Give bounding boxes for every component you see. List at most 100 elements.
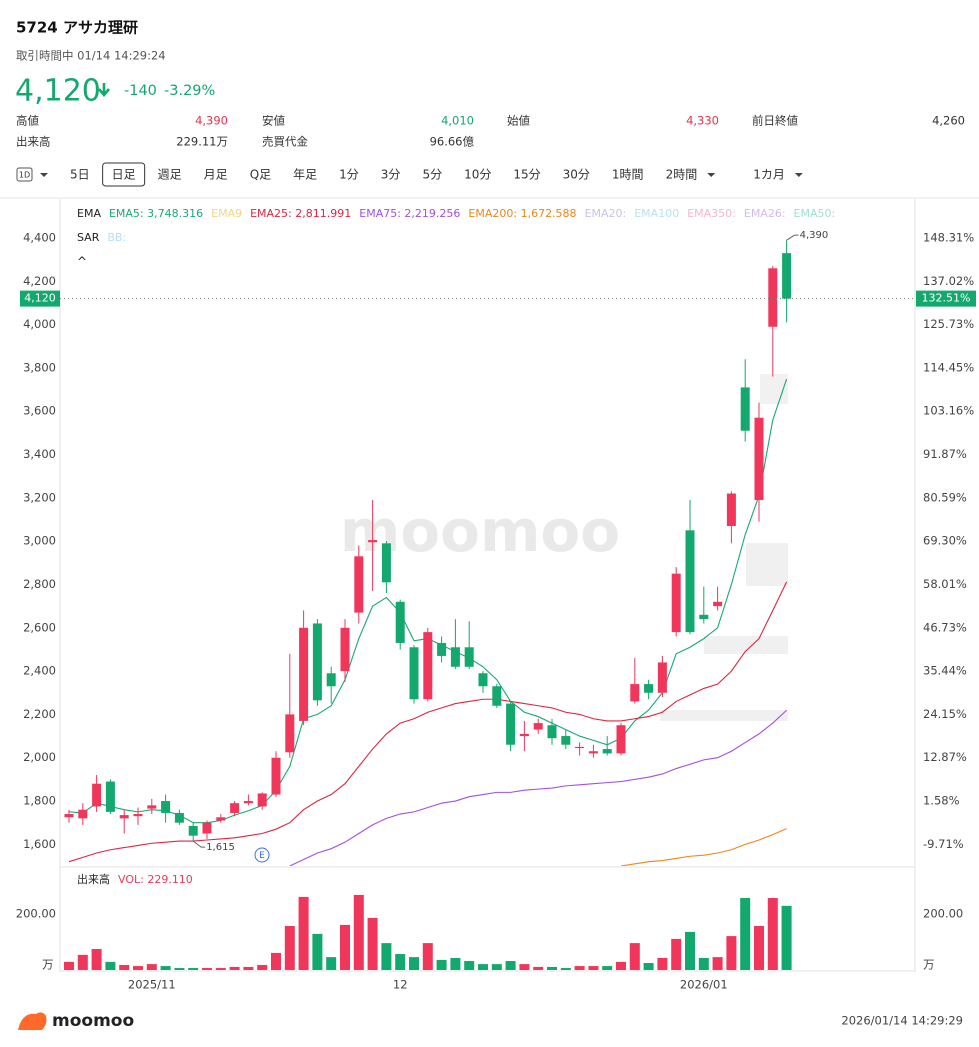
candle-body [285,714,295,753]
high-label: 4,390 [800,230,829,241]
price-tag-label: 4,120 [24,292,56,305]
legend-item[interactable]: EMA5: 3,748.316 [109,207,203,220]
tab[interactable]: 10分 [464,168,491,182]
volume-bar [64,961,74,970]
y-tick-label: 2,000 [23,750,56,764]
y2-tick-label: 114.45% [923,360,974,374]
y-tick-label: 3,200 [23,490,56,504]
tab[interactable]: Q足 [250,168,271,182]
candle-body [119,815,129,819]
volume-bar [754,926,764,970]
candle-body [340,627,350,672]
tab[interactable]: 2時間 [666,168,698,182]
dropdown-caret [707,173,716,177]
legend-item[interactable]: EMA75: 2,219.256 [359,207,460,220]
volume-bar [243,966,254,970]
pct-tag [916,290,976,307]
tab[interactable]: 1分 [339,168,359,182]
volume-bar [133,966,143,970]
legend-item[interactable]: EMA350: [687,207,736,220]
candle-body [588,751,598,754]
stock-title: 5724 アサカ理研 [16,19,138,37]
volume-bar [588,966,599,970]
dropdown-caret [40,173,48,177]
stat-label: 前日終値 [752,114,798,128]
candle-body [368,540,378,543]
stat-value: 4,010 [441,114,474,128]
volume-bar [188,968,199,970]
candle-body [506,703,516,745]
tab[interactable]: 年足 [293,168,317,182]
tab[interactable]: 5分 [422,168,442,182]
tab[interactable]: 日足 [112,168,136,182]
y2-tick-label: 137.02% [923,274,974,288]
legend-item[interactable]: EMA26: [744,207,786,220]
tab[interactable]: 1カ月 [753,168,785,182]
candle-body [782,253,792,299]
ema-line [289,709,787,866]
candle-body [271,757,281,795]
volume-bar [698,957,709,970]
candle-body [174,812,184,823]
volume-bar [616,961,626,970]
stat-value: 4,330 [686,114,719,128]
candle-body [161,801,171,813]
volume-bar [547,966,557,970]
candle-body [147,805,157,809]
volume-bar [464,961,475,970]
tab[interactable]: 月足 [204,168,228,182]
volume-bar [146,964,157,970]
tab[interactable]: 5日 [70,168,90,182]
interval-icon-label: 1D [19,171,30,180]
down-arrow [98,83,110,98]
overlay-legend[interactable]: SAR [77,231,100,244]
legend-item[interactable]: EMA20: [585,207,627,220]
overlay-legend[interactable]: BB: [107,231,126,244]
y-tick-label: 2,400 [23,664,56,678]
volume-bar [436,959,447,970]
volume-bar [77,954,88,970]
y2-tick-label: 125.73% [923,317,974,331]
volume-bar [91,948,102,970]
candle-body [216,817,226,821]
tab[interactable]: 15分 [513,168,540,182]
tab[interactable]: 1時間 [612,168,644,182]
y-tick-label: 3,600 [23,404,56,418]
volume-bar [767,898,778,970]
legend-item[interactable]: EMA50: [794,207,836,220]
y2-tick-label: 80.59% [923,490,967,504]
volume-bar [602,966,613,970]
candle-body [740,387,750,431]
candle-body [202,822,212,834]
legend-item[interactable]: EMA9 [211,207,242,220]
volume-label: VOL: 229.110 [118,873,193,886]
volume-bar [574,966,585,970]
candle-body [92,783,102,807]
volume-bar [726,936,737,970]
volume-bar [671,938,682,970]
stat-value: 4,390 [195,114,228,128]
tab-active[interactable] [102,162,146,187]
volume-bar [740,898,751,970]
legend-item[interactable]: EMA200: 1,672.588 [468,207,576,220]
interval-icon[interactable] [16,167,33,182]
legend-item[interactable]: EMA100 [634,207,679,220]
candle-body [312,623,322,701]
legend-item[interactable]: EMA25: 2,811.991 [250,207,351,220]
ema-line [68,581,788,863]
volume-bar [105,961,116,970]
candle-body [492,686,502,706]
y2-tick-label: 35.44% [923,664,967,678]
tab[interactable]: 週足 [158,168,182,182]
volume-bar [505,961,516,970]
collapse-icon[interactable]: ^ [77,255,87,269]
volume-bar [353,894,364,970]
candle-body [630,684,640,702]
tab[interactable]: 30分 [563,168,590,182]
stat-value: 96.66億 [430,135,475,149]
candle-body [423,632,433,700]
tab[interactable]: 3分 [381,168,401,182]
candle-body [64,814,74,818]
candle-body [133,814,143,817]
event-marker[interactable] [254,847,270,863]
